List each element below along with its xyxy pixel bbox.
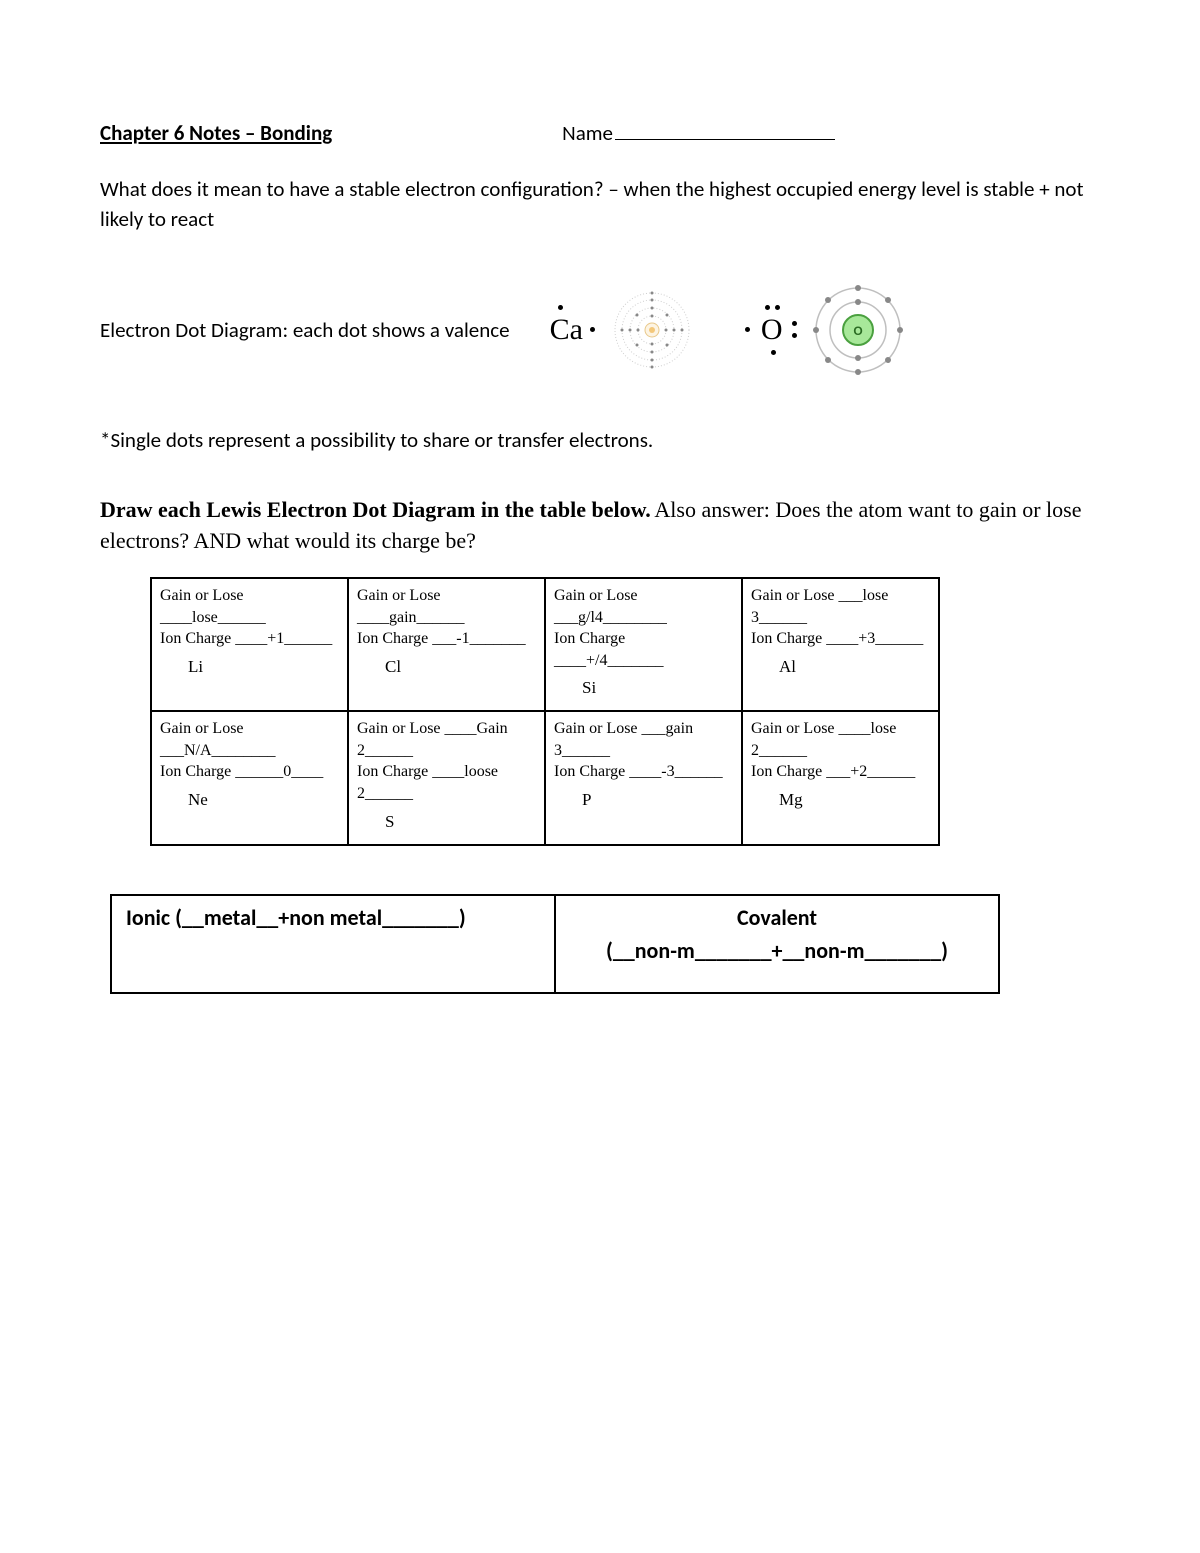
- bohr-ca-icon: [613, 291, 691, 369]
- prompt-bold: Draw each Lewis Electron Dot Diagram in …: [100, 497, 651, 522]
- table-row: Gain or Lose ____lose______ Ion Charge _…: [151, 578, 939, 711]
- cell-line: Gain or Lose: [160, 718, 339, 740]
- covalent-label-bot: (__non-m_______+__non-m_______): [570, 937, 984, 964]
- worksheet-page: Chapter 6 Notes – Bonding Name What does…: [0, 0, 1200, 1553]
- cell-line: ____gain______: [357, 607, 536, 629]
- cell-cl: Gain or Lose ____gain______ Ion Charge _…: [348, 578, 545, 711]
- dot-icon: [775, 305, 780, 310]
- header-row: Chapter 6 Notes – Bonding Name: [100, 120, 1100, 146]
- cell-si: Gain or Lose ___g/l4________ Ion Charge …: [545, 578, 742, 711]
- dot-diagram-label: Electron Dot Diagram: each dot shows a v…: [100, 317, 510, 343]
- dot-icon: [792, 321, 797, 326]
- cell-mg: Gain or Lose ____lose 2______ Ion Charge…: [742, 711, 939, 844]
- element-symbol: Mg: [751, 789, 930, 812]
- dot-icon: [590, 327, 595, 332]
- cell-line: Gain or Lose ___lose: [751, 585, 930, 607]
- cell-line: Ion Charge ___+2______: [751, 761, 930, 783]
- cell-line: ___N/A________: [160, 740, 339, 762]
- lewis-ca: Ca: [540, 305, 593, 355]
- element-symbol: Ne: [160, 789, 339, 812]
- cell-line: ____lose______: [160, 607, 339, 629]
- cell-line: ____+/4_______: [554, 650, 733, 672]
- element-symbol: Li: [160, 656, 339, 679]
- cell-li: Gain or Lose ____lose______ Ion Charge _…: [151, 578, 348, 711]
- cell-line: Ion Charge: [554, 628, 733, 650]
- ionic-cell: Ionic (__metal__+non metal_______): [111, 895, 555, 993]
- question-1: What does it mean to have a stable elect…: [100, 174, 1100, 235]
- cell-line: 3______: [751, 607, 930, 629]
- element-symbol: P: [554, 789, 733, 812]
- element-symbol: Al: [751, 656, 930, 679]
- cell-s: Gain or Lose ____Gain 2______ Ion Charge…: [348, 711, 545, 844]
- name-blank-line: [615, 139, 835, 140]
- cell-al: Gain or Lose ___lose 3______ Ion Charge …: [742, 578, 939, 711]
- cell-line: Gain or Lose ____lose: [751, 718, 930, 740]
- covalent-cell: Covalent (__non-m_______+__non-m_______): [555, 895, 999, 993]
- cell-ne: Gain or Lose ___N/A________ Ion Charge _…: [151, 711, 348, 844]
- o-symbol: O: [761, 313, 783, 346]
- cell-line: Gain or Lose: [357, 585, 536, 607]
- ionic-label: Ionic (__metal__+non metal_______): [126, 904, 540, 931]
- cell-line: Gain or Lose: [554, 585, 733, 607]
- cell-line: ___g/l4________: [554, 607, 733, 629]
- cell-line: 2______: [357, 740, 536, 762]
- element-symbol: Cl: [357, 656, 536, 679]
- bohr-o-icon: O: [813, 285, 903, 375]
- dot-icon: [745, 327, 750, 332]
- draw-prompt: Draw each Lewis Electron Dot Diagram in …: [100, 495, 1100, 557]
- cell-line: 2______: [357, 783, 536, 805]
- cell-line: 2______: [751, 740, 930, 762]
- ca-symbol: Ca: [550, 313, 583, 346]
- single-dots-note: *Single dots represent a possibility to …: [100, 425, 1100, 455]
- cell-line: Ion Charge ____-3______: [554, 761, 733, 783]
- chapter-title: Chapter 6 Notes – Bonding: [100, 120, 332, 146]
- diagram-group: Ca: [540, 285, 903, 375]
- lewis-table: Gain or Lose ____lose______ Ion Charge _…: [150, 577, 940, 846]
- table-row: Ionic (__metal__+non metal_______) Coval…: [111, 895, 999, 993]
- lewis-o: O: [751, 305, 793, 355]
- electron-dot-row: Electron Dot Diagram: each dot shows a v…: [100, 285, 1100, 375]
- table-row: Gain or Lose ___N/A________ Ion Charge _…: [151, 711, 939, 844]
- cell-line: Ion Charge ______0____: [160, 761, 339, 783]
- svg-text:O: O: [853, 324, 862, 338]
- element-symbol: S: [357, 811, 536, 834]
- cell-line: Gain or Lose: [160, 585, 339, 607]
- element-symbol: Si: [554, 677, 733, 700]
- cell-line: Ion Charge ____loose: [357, 761, 536, 783]
- cell-line: Ion Charge ___-1_______: [357, 628, 536, 650]
- cell-line: Gain or Lose ___gain: [554, 718, 733, 740]
- cell-line: 3______: [554, 740, 733, 762]
- dot-icon: [558, 305, 563, 310]
- dot-icon: [771, 350, 776, 355]
- cell-line: Ion Charge ____+1______: [160, 628, 339, 650]
- bond-type-table: Ionic (__metal__+non metal_______) Coval…: [110, 894, 1000, 994]
- covalent-label-top: Covalent: [570, 904, 984, 931]
- cell-line: Gain or Lose ____Gain: [357, 718, 536, 740]
- name-label: Name: [562, 120, 613, 146]
- cell-p: Gain or Lose ___gain 3______ Ion Charge …: [545, 711, 742, 844]
- dot-icon: [765, 305, 770, 310]
- cell-line: Ion Charge ____+3______: [751, 628, 930, 650]
- dot-icon: [792, 333, 797, 338]
